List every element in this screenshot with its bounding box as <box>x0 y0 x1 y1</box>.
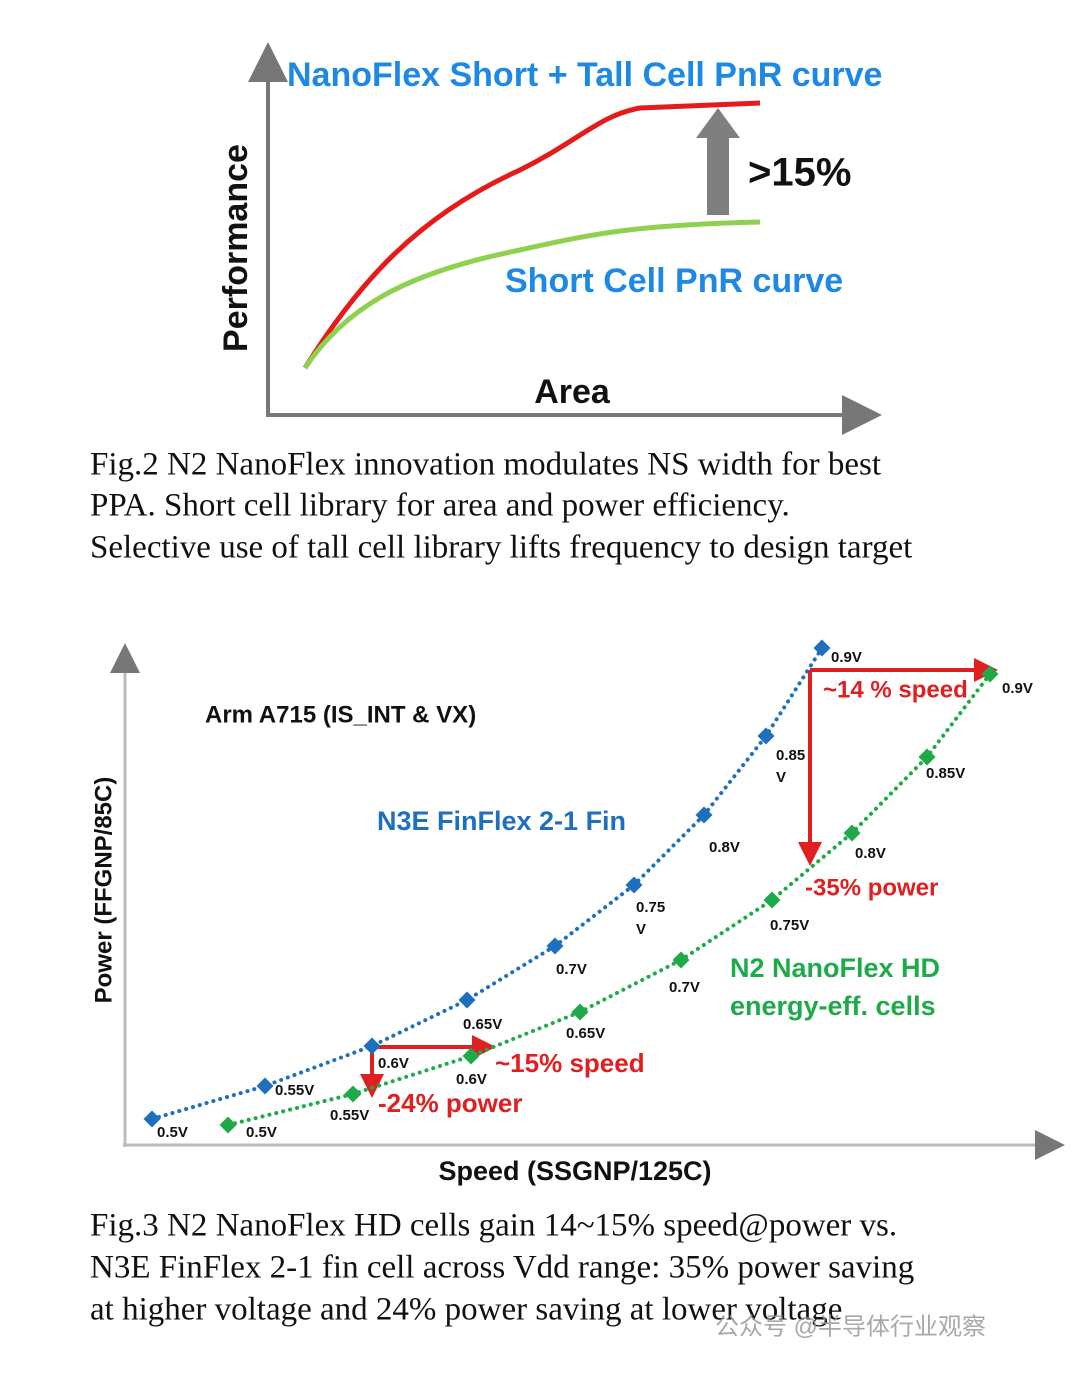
point-label: 0.8V <box>855 845 886 862</box>
point-label: V <box>776 769 786 786</box>
speed-label: ~14 % speed <box>823 676 968 703</box>
point <box>546 937 564 955</box>
point <box>571 1003 589 1021</box>
figure-3: Arm A715 (IS_INT & VX) N3E FinFlex 2-1 F… <box>90 639 1065 1328</box>
point <box>344 1085 362 1103</box>
x-axis-label: Speed (SSGNP/125C) <box>438 1156 711 1186</box>
point <box>672 951 690 969</box>
speed-label: ~15% speed <box>495 1048 645 1078</box>
legend-label: N3E FinFlex 2-1 Fin <box>377 806 626 836</box>
point <box>462 1047 480 1065</box>
point <box>695 806 713 824</box>
caption-line: PPA. Short cell library for area and pow… <box>90 488 790 524</box>
short-cell-curve <box>302 219 761 370</box>
caption-line: Fig.2 N2 NanoFlex innovation modulates N… <box>90 447 881 483</box>
point-label: 0.75 <box>636 899 665 916</box>
point-label: 0.65V <box>566 1025 605 1042</box>
watermark: 公众号 @半导体行业观察 <box>715 1313 986 1340</box>
point <box>763 891 781 909</box>
point <box>256 1077 274 1095</box>
gain-label: >15% <box>748 151 851 195</box>
point <box>363 1037 381 1055</box>
point-label: 0.6V <box>456 1071 487 1088</box>
power-label: -35% power <box>805 874 938 901</box>
point <box>458 991 476 1009</box>
caption-line: Fig.3 N2 NanoFlex HD cells gain 14~15% s… <box>90 1208 897 1244</box>
annotation: Arm A715 (IS_INT & VX) <box>205 701 476 728</box>
short-curve-label: Short Cell PnR curve <box>505 262 843 300</box>
figure-2: NanoFlex Short + Tall Cell PnR curve >15… <box>90 42 912 566</box>
caption-line: at higher voltage and 24% power saving a… <box>90 1292 842 1328</box>
point <box>843 824 861 842</box>
caption-line: N3E FinFlex 2-1 fin cell across Vdd rang… <box>90 1250 914 1286</box>
point-label: 0.9V <box>831 649 862 666</box>
legend-label: N2 NanoFlex HD <box>730 953 940 983</box>
point-label: 0.85V <box>926 765 965 782</box>
point <box>757 727 775 745</box>
point-label: 0.5V <box>157 1124 188 1141</box>
point-label: 0.9V <box>1002 680 1033 697</box>
point-label: 0.5V <box>246 1124 277 1141</box>
point-label: 0.55V <box>275 1082 314 1099</box>
point-label: V <box>636 921 646 938</box>
point-label: 0.8V <box>709 839 740 856</box>
point <box>625 876 643 894</box>
point-label: 0.65V <box>463 1016 502 1033</box>
point-label: 0.7V <box>669 979 700 996</box>
y-axis-label: Power (FFGNP/85C) <box>90 777 117 1004</box>
point-label: 0.7V <box>556 961 587 978</box>
point <box>219 1116 237 1134</box>
y-axis-label: Performance <box>217 144 255 352</box>
point <box>813 639 831 657</box>
point-label: 0.6V <box>378 1055 409 1072</box>
caption-line: Selective use of tall cell library lifts… <box>90 530 912 566</box>
point-label: 0.85 <box>776 747 805 764</box>
point <box>918 748 936 766</box>
point-label: 0.55V <box>330 1107 369 1124</box>
point <box>981 665 999 683</box>
fig2-title: NanoFlex Short + Tall Cell PnR curve <box>287 56 882 94</box>
legend-label: energy-eff. cells <box>730 991 936 1021</box>
power-label: -24% power <box>378 1088 523 1118</box>
gain-arrow <box>696 108 740 215</box>
point-label: 0.75V <box>770 917 809 934</box>
x-axis-label: Area <box>534 373 611 411</box>
tall-cell-curve <box>302 100 761 370</box>
